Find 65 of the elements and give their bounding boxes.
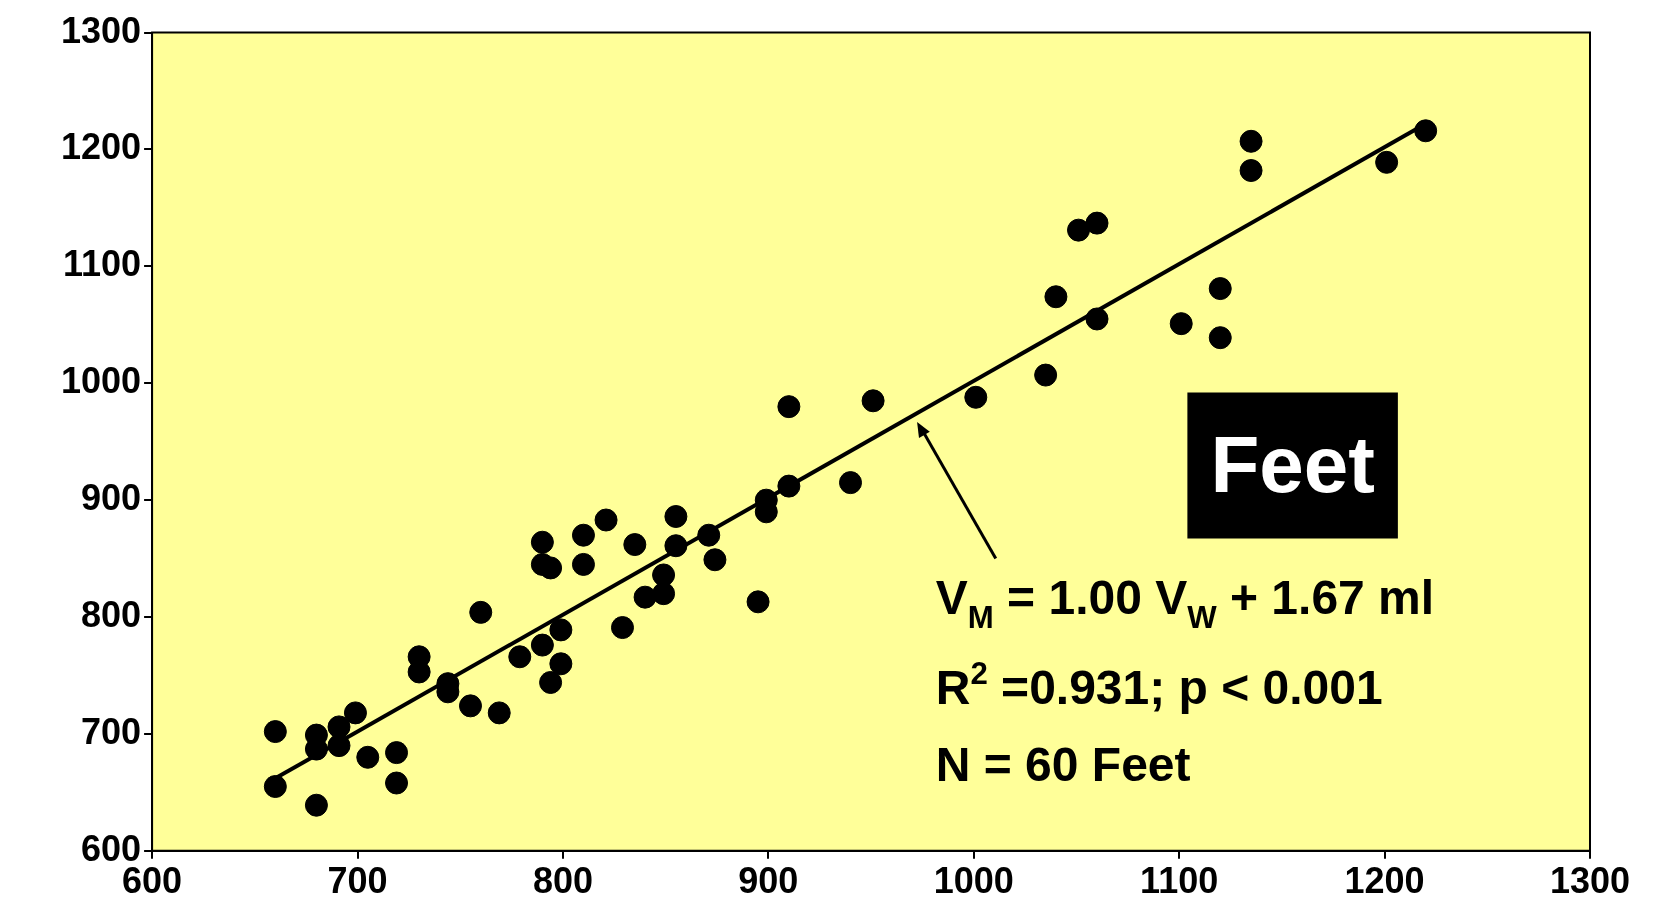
point bbox=[571, 523, 595, 547]
point bbox=[1085, 307, 1109, 331]
point bbox=[652, 563, 676, 587]
point bbox=[664, 534, 688, 558]
point bbox=[1208, 326, 1232, 350]
point bbox=[703, 548, 727, 572]
y-tick-label: 900 bbox=[81, 477, 142, 519]
point bbox=[1067, 218, 1091, 242]
y-tick-label: 700 bbox=[81, 710, 142, 752]
point bbox=[385, 741, 409, 765]
x-tick-label: 600 bbox=[122, 860, 183, 902]
point bbox=[458, 694, 482, 718]
point bbox=[1239, 159, 1263, 183]
point bbox=[633, 585, 657, 609]
point bbox=[1044, 285, 1068, 309]
point bbox=[539, 556, 563, 580]
point bbox=[697, 523, 721, 547]
point bbox=[594, 508, 618, 532]
point bbox=[777, 395, 801, 419]
point bbox=[777, 474, 801, 498]
x-tick-label: 1000 bbox=[933, 860, 1014, 902]
point bbox=[1169, 312, 1193, 336]
x-tick-label: 900 bbox=[738, 860, 799, 902]
point bbox=[530, 530, 554, 554]
point bbox=[1034, 363, 1058, 387]
point bbox=[610, 616, 634, 640]
point bbox=[263, 775, 287, 799]
point bbox=[964, 385, 988, 409]
y-tick-label: 1200 bbox=[60, 126, 142, 168]
y-tick-label: 1100 bbox=[62, 243, 142, 285]
x-tick-label: 1300 bbox=[1549, 860, 1631, 902]
point bbox=[839, 471, 862, 495]
point bbox=[508, 645, 532, 669]
y-tick-label: 1300 bbox=[60, 9, 142, 51]
point bbox=[1208, 277, 1232, 301]
x-tick-label: 700 bbox=[327, 860, 388, 902]
point bbox=[652, 582, 676, 606]
point bbox=[356, 745, 380, 769]
point bbox=[1085, 211, 1109, 235]
y-tick-label: 1000 bbox=[60, 360, 142, 402]
point bbox=[746, 590, 770, 614]
point bbox=[549, 618, 573, 642]
point bbox=[487, 701, 511, 725]
point bbox=[343, 701, 367, 725]
annotation: N = 60 Feet bbox=[935, 738, 1191, 792]
x-tick-label: 1100 bbox=[1140, 860, 1219, 902]
point bbox=[549, 652, 573, 676]
point bbox=[539, 670, 563, 694]
y-tick-label: 800 bbox=[81, 593, 142, 635]
point bbox=[623, 533, 647, 557]
x-tick-label: 1200 bbox=[1344, 860, 1425, 902]
point bbox=[327, 734, 351, 758]
point bbox=[861, 389, 885, 413]
point bbox=[664, 505, 688, 529]
point bbox=[1239, 129, 1263, 153]
x-tick-label: 800 bbox=[532, 860, 593, 902]
point bbox=[530, 633, 554, 657]
point bbox=[1375, 150, 1399, 174]
point bbox=[469, 600, 493, 624]
point bbox=[304, 793, 328, 817]
point bbox=[263, 720, 287, 744]
point bbox=[571, 552, 595, 576]
annotation: Feet bbox=[1210, 419, 1375, 509]
point bbox=[1414, 119, 1438, 143]
point bbox=[385, 771, 409, 795]
